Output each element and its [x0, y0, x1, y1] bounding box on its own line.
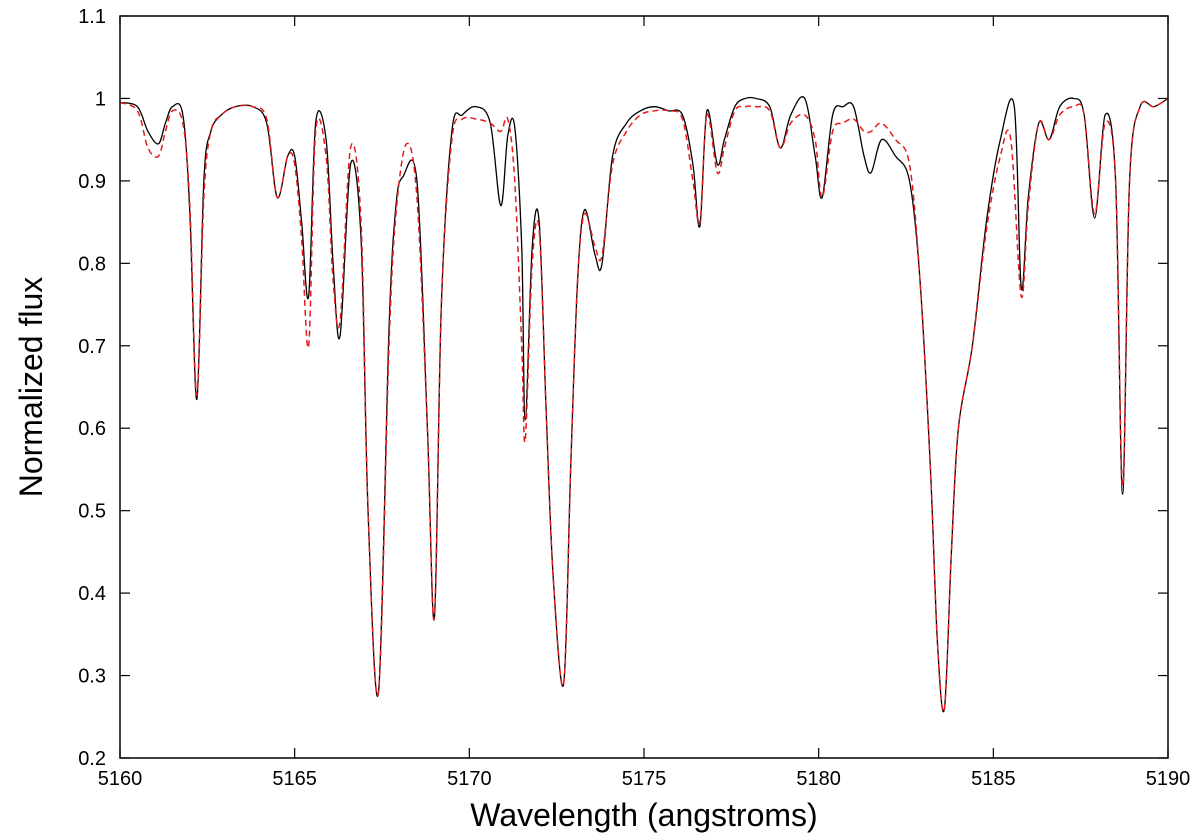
observed-spectrum-line — [119, 96, 1169, 713]
y-tick-label: 1 — [95, 88, 106, 110]
y-tick-label: 0.8 — [78, 253, 106, 275]
x-tick-label: 5190 — [1146, 768, 1191, 790]
y-axis-title: Normalized flux — [13, 277, 49, 498]
model-spectrum-line — [119, 97, 1169, 713]
plot-frame — [119, 15, 1169, 759]
y-tick-label: 0.9 — [78, 171, 106, 193]
x-axis-title: Wavelength (angstroms) — [470, 797, 817, 833]
y-tick-label: 0.3 — [78, 666, 106, 688]
x-tick-label: 5165 — [272, 768, 317, 790]
x-tick-label: 5160 — [98, 768, 143, 790]
y-tick-label: 0.2 — [78, 748, 106, 770]
plot-lines — [119, 96, 1169, 713]
axis-ticks — [119, 15, 1169, 759]
x-tick-label: 5170 — [447, 768, 492, 790]
y-tick-label: 0.5 — [78, 501, 106, 523]
y-tick-label: 1.1 — [78, 6, 106, 28]
tick-labels: 5160 5165 5170 5175 5180 5185 5190 0.2 0.3 0.4 0.5… — [78, 6, 1190, 790]
x-tick-label: 5180 — [796, 768, 841, 790]
y-tick-label: 0.4 — [78, 583, 106, 605]
y-tick-label: 0.7 — [78, 336, 106, 358]
x-tick-label: 5185 — [971, 768, 1016, 790]
x-tick-label: 5175 — [622, 768, 667, 790]
y-tick-label: 0.6 — [78, 418, 106, 440]
